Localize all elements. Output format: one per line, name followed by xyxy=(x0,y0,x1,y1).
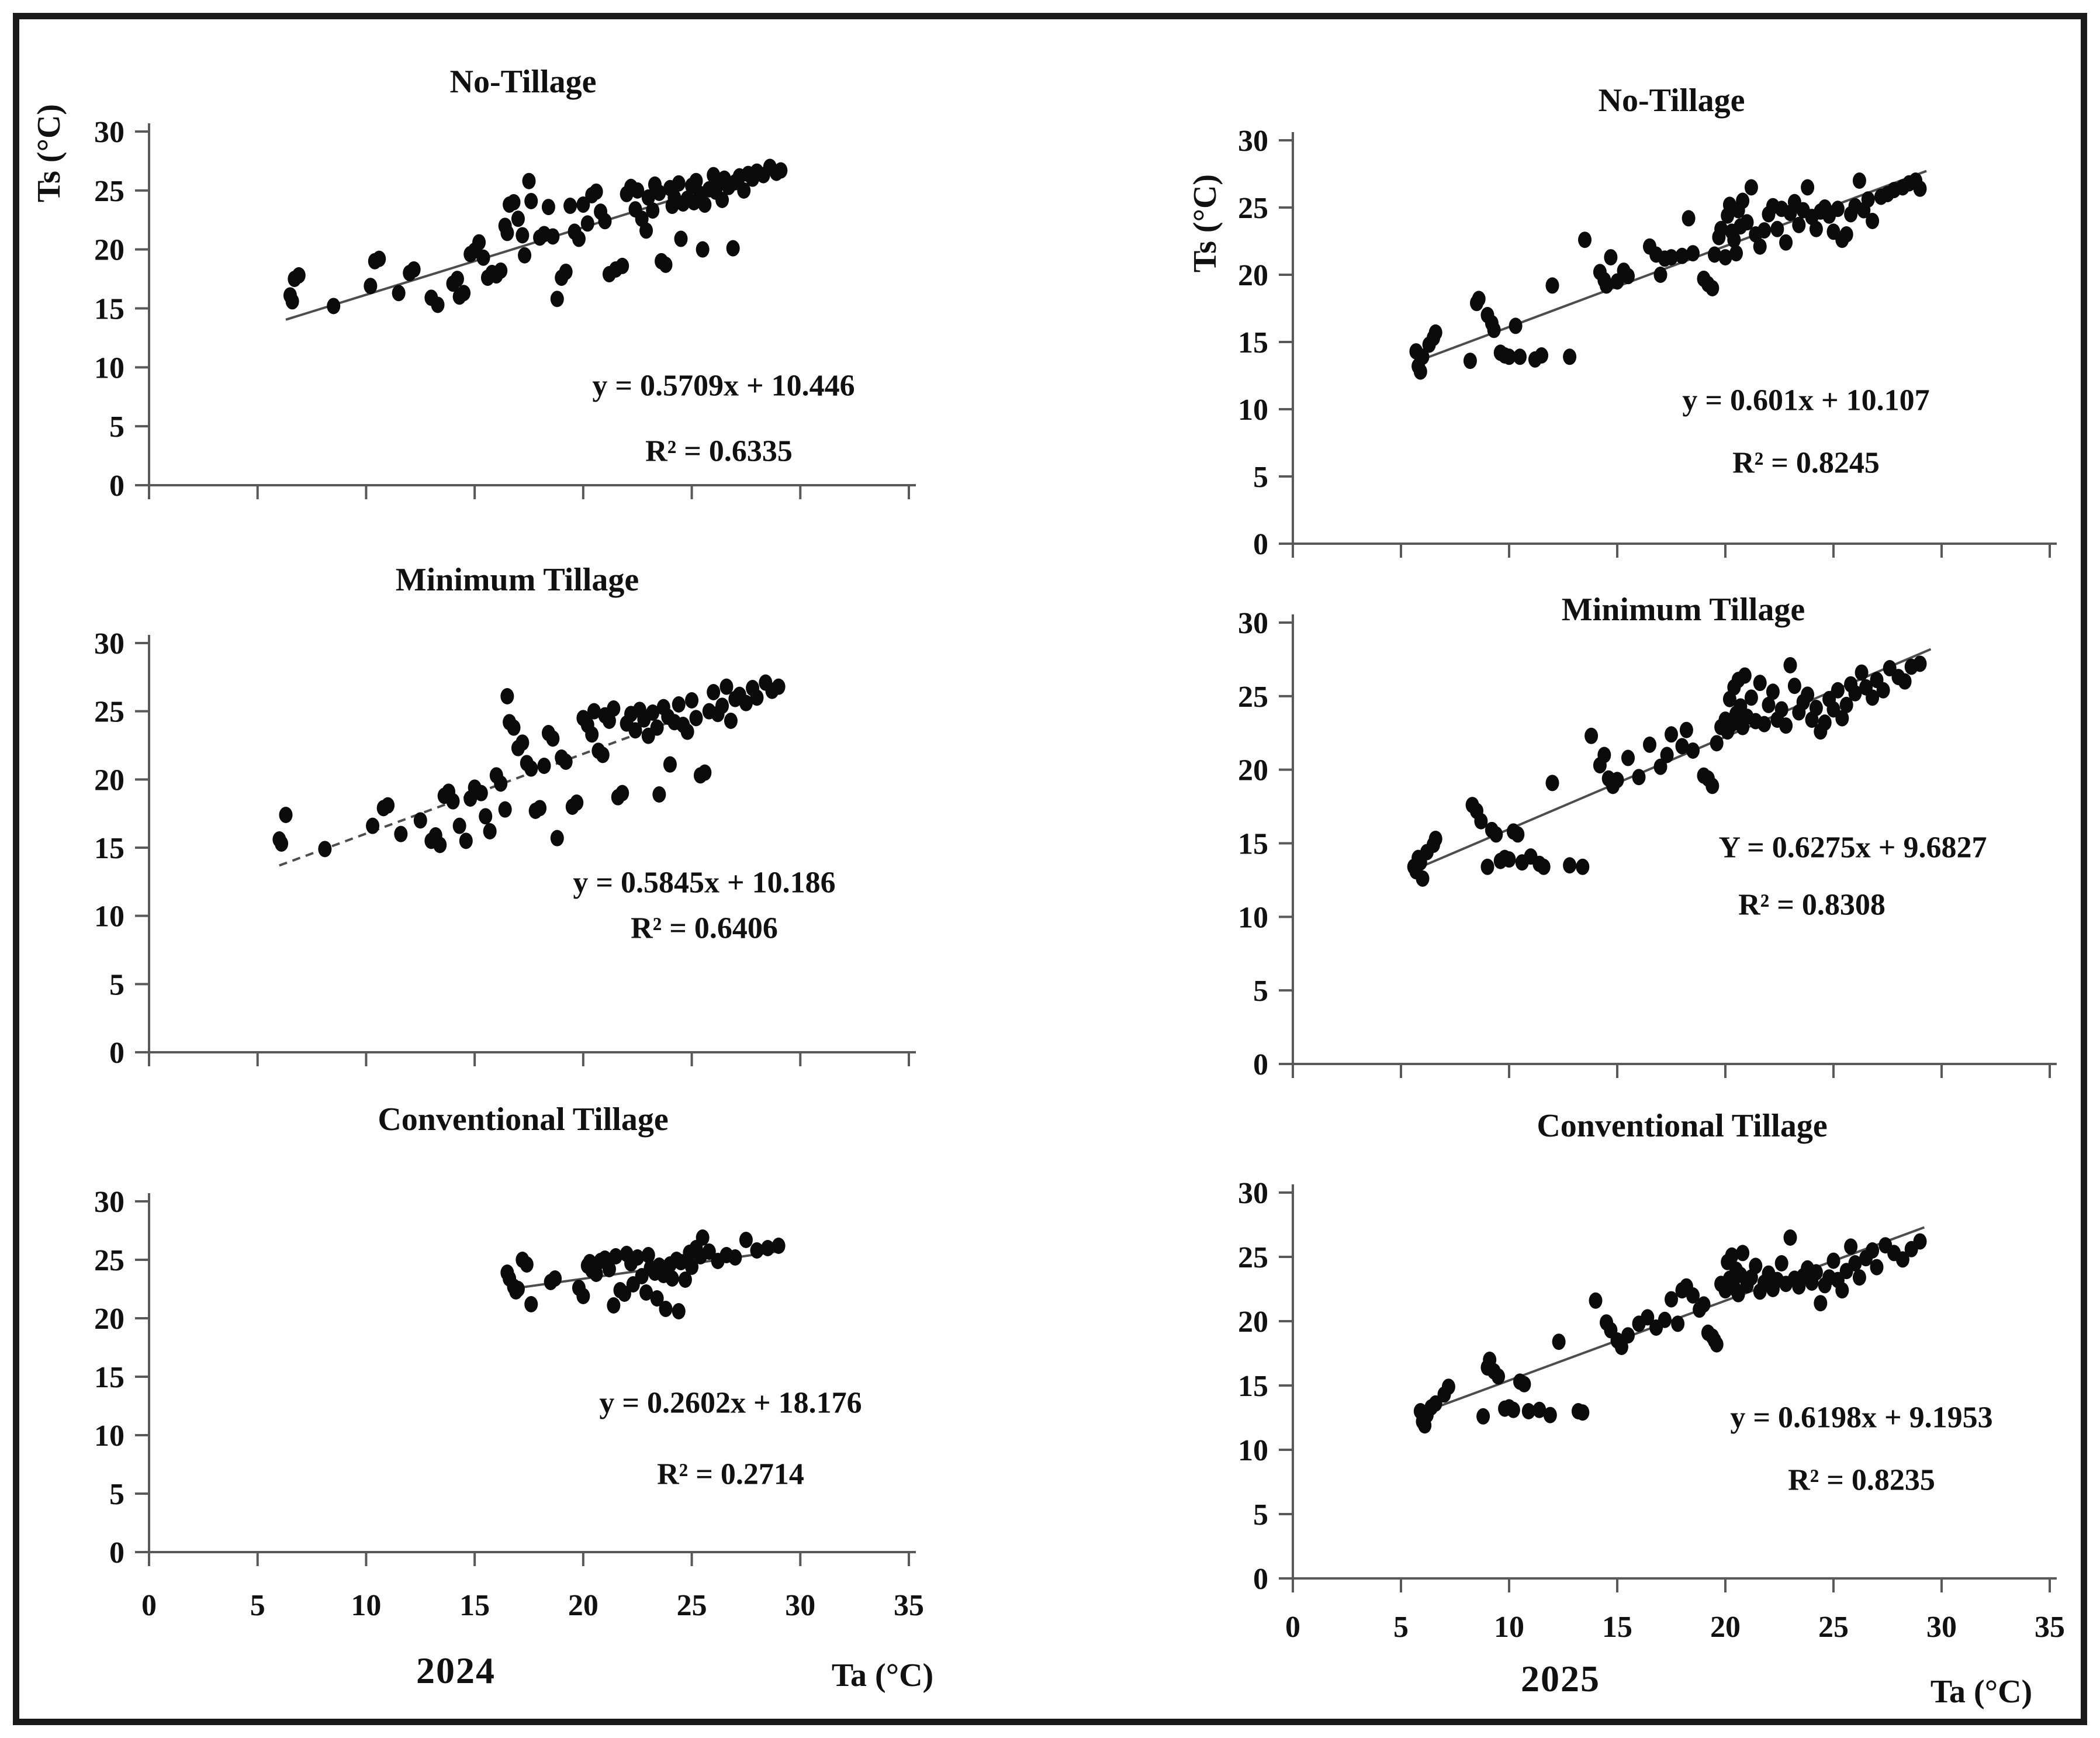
svg-text:35: 35 xyxy=(2035,1611,2065,1644)
r-squared-value: R² = 0.6406 xyxy=(631,911,778,945)
svg-text:10: 10 xyxy=(94,1419,124,1453)
svg-text:10: 10 xyxy=(94,351,124,385)
svg-text:10: 10 xyxy=(1494,1611,1524,1644)
panel-title: Minimum Tillage xyxy=(1561,592,1805,628)
svg-text:5: 5 xyxy=(1253,975,1268,1008)
y-axis-title: Ts (°C) xyxy=(31,103,67,203)
svg-text:25: 25 xyxy=(94,696,124,729)
svg-text:10: 10 xyxy=(1238,1434,1268,1467)
year-label-2025: 2025 xyxy=(1521,1658,1600,1699)
svg-text:30: 30 xyxy=(1238,1177,1268,1210)
svg-text:20: 20 xyxy=(1238,1305,1268,1339)
svg-text:5: 5 xyxy=(1253,461,1268,494)
svg-text:25: 25 xyxy=(1818,1611,1849,1644)
svg-text:25: 25 xyxy=(1238,680,1268,714)
svg-text:10: 10 xyxy=(1238,901,1268,934)
svg-text:0: 0 xyxy=(109,1536,124,1570)
svg-text:15: 15 xyxy=(94,832,124,865)
svg-text:15: 15 xyxy=(1602,1611,1632,1644)
svg-text:20: 20 xyxy=(94,234,124,267)
svg-text:0: 0 xyxy=(1253,1048,1268,1082)
regression-equation: Y = 0.6275x + 9.6827 xyxy=(1718,831,1987,865)
regression-equation: y = 0.5845x + 10.186 xyxy=(573,866,836,900)
svg-text:15: 15 xyxy=(459,1589,490,1622)
svg-text:5: 5 xyxy=(109,1478,124,1511)
regression-equation: y = 0.601x + 10.107 xyxy=(1682,383,1930,417)
svg-text:25: 25 xyxy=(94,1244,124,1277)
svg-text:5: 5 xyxy=(109,410,124,444)
svg-text:30: 30 xyxy=(1238,607,1268,640)
svg-text:20: 20 xyxy=(1238,259,1268,292)
svg-text:0: 0 xyxy=(109,1036,124,1070)
panel-title: No-Tillage xyxy=(1598,82,1745,119)
svg-text:20: 20 xyxy=(94,1302,124,1336)
svg-text:5: 5 xyxy=(109,968,124,1001)
r-squared-value: R² = 0.8308 xyxy=(1738,888,1885,922)
r-squared-value: R² = 0.8245 xyxy=(1732,446,1880,480)
svg-text:15: 15 xyxy=(1238,828,1268,861)
svg-text:20: 20 xyxy=(1238,754,1268,787)
panel-title: Minimum Tillage xyxy=(395,562,639,598)
svg-text:0: 0 xyxy=(141,1589,157,1622)
panel-title: No-Tillage xyxy=(449,64,597,100)
svg-text:10: 10 xyxy=(351,1589,381,1622)
svg-text:0: 0 xyxy=(1253,1563,1268,1596)
svg-text:20: 20 xyxy=(94,763,124,797)
svg-text:25: 25 xyxy=(1238,192,1268,225)
svg-text:15: 15 xyxy=(1238,326,1268,360)
svg-text:35: 35 xyxy=(894,1589,924,1622)
svg-text:20: 20 xyxy=(1710,1611,1741,1644)
r-squared-value: R² = 0.8235 xyxy=(1788,1463,1935,1497)
svg-text:5: 5 xyxy=(1253,1498,1268,1532)
svg-text:0: 0 xyxy=(1253,528,1268,561)
svg-text:30: 30 xyxy=(785,1589,815,1622)
year-label-2024: 2024 xyxy=(416,1650,496,1691)
panel-title: Conventional Tillage xyxy=(378,1101,669,1138)
svg-text:30: 30 xyxy=(1926,1611,1957,1644)
r-squared-value: R² = 0.6335 xyxy=(645,434,793,468)
svg-text:25: 25 xyxy=(1238,1241,1268,1274)
svg-text:25: 25 xyxy=(94,175,124,208)
regression-equation: y = 0.6198x + 9.1953 xyxy=(1730,1401,1993,1435)
svg-text:0: 0 xyxy=(1285,1611,1300,1644)
svg-text:30: 30 xyxy=(94,1186,124,1219)
svg-text:15: 15 xyxy=(94,1361,124,1394)
svg-text:20: 20 xyxy=(568,1589,598,1622)
svg-text:25: 25 xyxy=(677,1589,707,1622)
svg-text:5: 5 xyxy=(1393,1611,1409,1644)
svg-text:30: 30 xyxy=(94,627,124,661)
svg-text:30: 30 xyxy=(94,116,124,149)
svg-text:0: 0 xyxy=(109,469,124,503)
svg-text:30: 30 xyxy=(1238,125,1268,158)
x-axis-title: Ta (°C) xyxy=(1930,1674,2033,1710)
svg-text:15: 15 xyxy=(1238,1370,1268,1403)
panel-title: Conventional Tillage xyxy=(1537,1108,1828,1144)
r-squared-value: R² = 0.2714 xyxy=(657,1457,804,1491)
svg-text:10: 10 xyxy=(94,900,124,934)
regression-equation: y = 0.5709x + 10.446 xyxy=(592,369,855,403)
y-axis-title: Ts (°C) xyxy=(1187,174,1223,273)
svg-text:15: 15 xyxy=(94,293,124,326)
svg-text:5: 5 xyxy=(250,1589,265,1622)
x-axis-title: Ta (°C) xyxy=(831,1657,934,1694)
regression-equation: y = 0.2602x + 18.176 xyxy=(599,1386,862,1420)
svg-text:10: 10 xyxy=(1238,393,1268,427)
